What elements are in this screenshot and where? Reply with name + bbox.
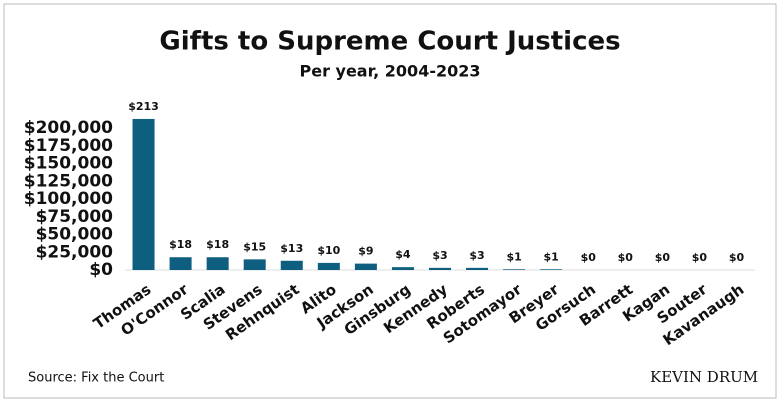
value-label: $0 bbox=[655, 251, 671, 264]
y-tick-label: $75,000 bbox=[36, 207, 114, 227]
y-tick-label: $50,000 bbox=[36, 225, 114, 245]
watermark: KEVIN DRUM bbox=[650, 368, 758, 386]
bar bbox=[206, 257, 229, 270]
value-label: $0 bbox=[618, 251, 634, 264]
bar bbox=[280, 260, 303, 270]
value-label: $1 bbox=[506, 250, 521, 263]
value-label: $1 bbox=[544, 250, 559, 263]
value-label: $4 bbox=[395, 248, 411, 261]
value-label: $18 bbox=[206, 238, 229, 251]
y-tick-label: $125,000 bbox=[24, 171, 113, 191]
bar bbox=[317, 262, 340, 270]
chart-title: Gifts to Supreme Court Justices bbox=[159, 27, 620, 57]
y-tick-label: $175,000 bbox=[24, 136, 113, 156]
value-label: $18 bbox=[169, 238, 192, 251]
bar bbox=[354, 263, 377, 270]
bar bbox=[132, 118, 155, 270]
value-label: $0 bbox=[692, 251, 708, 264]
value-label: $13 bbox=[280, 242, 303, 255]
chart-subtitle: Per year, 2004-2023 bbox=[299, 62, 480, 81]
y-tick-label: $150,000 bbox=[24, 154, 113, 174]
y-tick-label: $100,000 bbox=[24, 189, 113, 209]
value-label: $3 bbox=[469, 249, 484, 262]
bar bbox=[540, 269, 563, 270]
y-tick-label: $0 bbox=[89, 260, 113, 280]
bar bbox=[503, 269, 526, 270]
value-label: $0 bbox=[581, 251, 597, 264]
value-label: $15 bbox=[243, 240, 266, 253]
bar bbox=[391, 267, 414, 270]
bar bbox=[466, 267, 489, 270]
value-label: $0 bbox=[729, 251, 745, 264]
y-tick-label: $25,000 bbox=[36, 242, 114, 262]
y-tick-label: $200,000 bbox=[24, 118, 113, 138]
bar bbox=[169, 257, 192, 270]
value-label: $10 bbox=[317, 244, 340, 257]
bar bbox=[243, 259, 266, 270]
bar bbox=[429, 267, 451, 270]
value-label: $213 bbox=[128, 100, 159, 113]
value-label: $3 bbox=[432, 249, 447, 262]
source: Source: Fix the Court bbox=[28, 371, 164, 386]
value-label: $9 bbox=[358, 245, 373, 258]
